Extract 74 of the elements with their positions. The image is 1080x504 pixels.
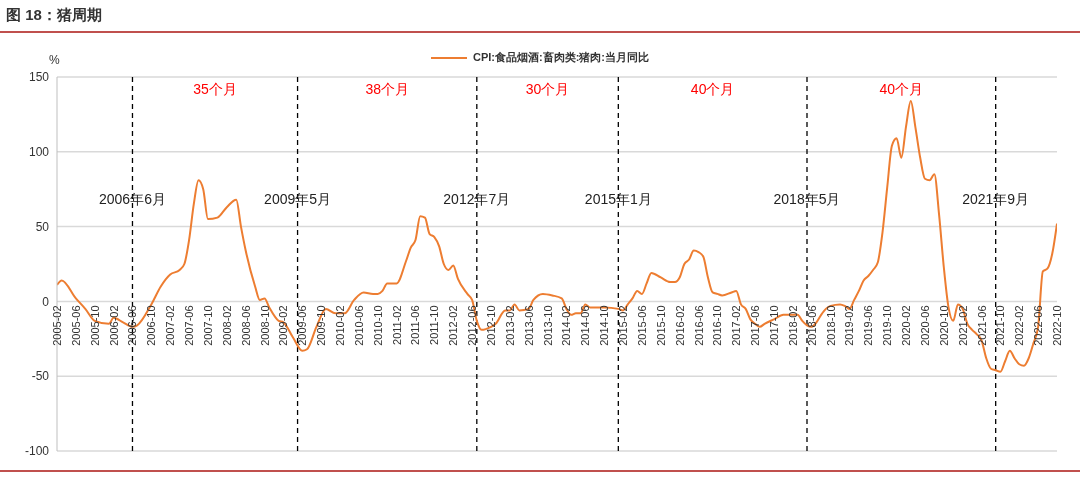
- x-tick-label: 2015-02: [617, 305, 630, 346]
- x-tick-label: 2020-02: [900, 305, 913, 346]
- x-tick-label: 2016-06: [692, 305, 705, 346]
- x-tick-label: 2022-10: [1051, 305, 1063, 346]
- x-tick-label: 2021-02: [956, 305, 969, 346]
- x-tick-label: 2011-02: [390, 305, 403, 345]
- x-tick-label: 2015-06: [635, 305, 648, 346]
- x-tick-label: 2017-06: [749, 305, 762, 346]
- x-tick-label: 2020-10: [937, 305, 950, 346]
- legend-label: CPI:食品烟酒:畜肉类:猪肉:当月同比: [473, 50, 649, 65]
- x-tick-label: 2017-02: [730, 305, 743, 346]
- annotation: 40个月: [878, 81, 925, 99]
- x-tick-label: 2008-06: [239, 305, 252, 346]
- y-tick-label: 50: [35, 219, 50, 234]
- x-tick-label: 2009-06: [296, 305, 309, 346]
- x-tick-label: 2018-10: [824, 305, 837, 346]
- x-tick-label: 2014-02: [560, 305, 573, 346]
- x-tick-label: 2015-10: [654, 305, 667, 346]
- x-tick-label: 2006-10: [145, 305, 158, 346]
- y-tick-label: 150: [28, 70, 50, 85]
- x-tick-label: 2016-02: [673, 305, 686, 346]
- x-tick-label: 2006-02: [107, 305, 120, 346]
- x-tick-label: 2005-10: [88, 305, 101, 346]
- annotation: 40个月: [689, 81, 736, 99]
- x-tick-label: 2014-10: [598, 305, 611, 346]
- x-tick-label: 2007-06: [183, 305, 196, 346]
- x-tick-label: 2012-02: [447, 305, 460, 346]
- x-tick-label: 2019-02: [843, 305, 856, 346]
- x-tick-label: 2011-10: [428, 305, 441, 345]
- ref-line-label: 2006年6月: [99, 190, 166, 207]
- x-tick-label: 2007-10: [201, 305, 214, 346]
- x-tick-label: 2017-10: [767, 305, 780, 346]
- x-tick-label: 2019-06: [862, 305, 875, 346]
- ref-line-label: 2012年7月: [443, 190, 511, 207]
- x-tick-label: 2010-06: [352, 305, 365, 346]
- annotation: 30个月: [524, 81, 571, 99]
- y-tick-label: -50: [31, 369, 50, 384]
- x-tick-label: 2009-02: [277, 305, 290, 346]
- annotation: 35个月: [192, 81, 238, 99]
- x-tick-label: 2021-10: [994, 305, 1007, 346]
- x-tick-label: 2005-06: [69, 305, 82, 346]
- x-tick-label: 2013-10: [541, 305, 554, 346]
- x-tick-label: 2012-06: [466, 305, 479, 346]
- x-tick-label: 2008-10: [258, 305, 271, 346]
- y-tick-label: -100: [24, 444, 50, 459]
- x-tick-label: 2013-06: [522, 305, 535, 346]
- ref-line-label: 2021年9月: [962, 190, 1030, 207]
- x-tick-label: 2012-10: [484, 305, 497, 346]
- x-tick-label: 2020-06: [918, 305, 931, 346]
- y-tick-label: 0: [42, 294, 50, 309]
- chart-title: 图 18：猪周期: [6, 6, 102, 25]
- x-tick-label: 2010-02: [334, 305, 347, 346]
- x-tick-label: 2016-10: [711, 305, 724, 346]
- x-tick-label: 2019-10: [881, 305, 894, 346]
- annotation: 38个月: [364, 81, 410, 99]
- x-tick-label: 2018-02: [786, 305, 799, 346]
- x-tick-label: 2022-02: [1013, 305, 1026, 346]
- ref-line-label: 2009年5月: [264, 190, 332, 207]
- x-tick-label: 2009-10: [315, 305, 328, 346]
- ref-line-label: 2015年1月: [584, 190, 652, 207]
- x-tick-label: 2014-06: [579, 305, 592, 346]
- ref-line-label: 2018年5月: [773, 190, 841, 207]
- x-tick-label: 2010-10: [371, 305, 384, 346]
- x-tick-label: 2018-06: [805, 305, 818, 346]
- x-tick-label: 2007-02: [164, 305, 177, 346]
- x-tick-label: 2011-06: [409, 305, 422, 345]
- x-tick-label: 2013-02: [503, 305, 516, 346]
- x-tick-label: 2008-02: [220, 305, 233, 346]
- x-tick-label: 2006-06: [126, 305, 139, 346]
- y-axis-title: %: [49, 53, 60, 67]
- x-tick-label: 2005-02: [51, 305, 63, 346]
- y-tick-label: 100: [28, 145, 50, 160]
- x-tick-label: 2022-06: [1032, 305, 1045, 346]
- x-tick-label: 2021-06: [975, 305, 988, 346]
